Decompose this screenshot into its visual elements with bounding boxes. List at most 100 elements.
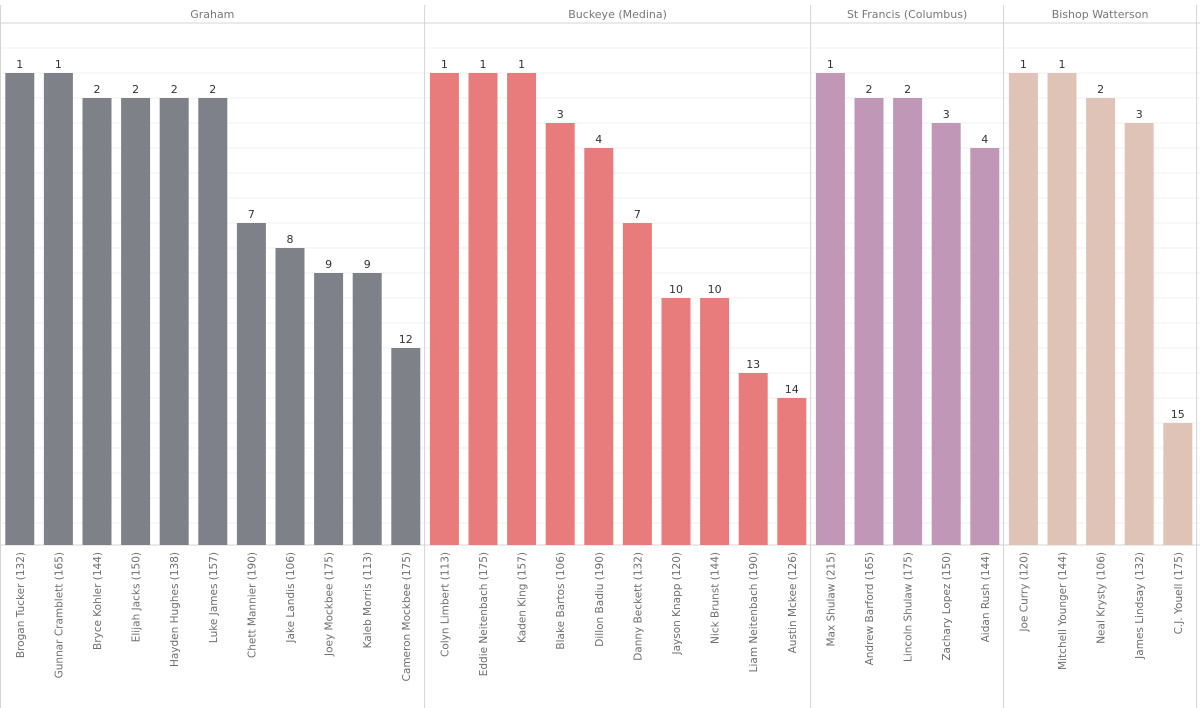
- x-tick-label: Chett Mannier (190): [246, 552, 258, 658]
- x-tick-label: Gunnar Cramblett (165): [53, 552, 65, 678]
- bar: [622, 223, 652, 545]
- x-tick-label: Nick Brunst (144): [710, 552, 722, 644]
- data-label: 2: [132, 83, 139, 96]
- x-tick-label: Max Shulaw (215): [825, 552, 837, 647]
- data-label: 1: [1020, 58, 1027, 71]
- bar: [5, 73, 35, 545]
- bar: [43, 73, 73, 545]
- x-tick-label: Cameron Mockbee (175): [401, 552, 413, 681]
- bar: [1124, 123, 1154, 545]
- data-label: 2: [94, 83, 101, 96]
- x-tick-label: Lincoln Shulaw (175): [903, 552, 915, 662]
- bar: [970, 148, 1000, 545]
- x-tick-label: Mitchell Younger (144): [1057, 552, 1069, 670]
- data-label: 14: [785, 383, 799, 396]
- data-label: 10: [708, 283, 722, 296]
- bar: [1047, 73, 1077, 545]
- data-label: 15: [1171, 408, 1185, 421]
- data-label: 2: [866, 83, 873, 96]
- bar: [352, 273, 382, 545]
- x-tick-label: Hayden Hughes (138): [169, 552, 181, 667]
- bar: [1163, 423, 1193, 545]
- x-tick-label: Luke James (157): [208, 552, 220, 643]
- bar: [82, 98, 112, 545]
- panel-header: Buckeye (Medina): [568, 8, 667, 21]
- x-tick-label: Bryce Kohler (144): [92, 552, 104, 650]
- bar: [198, 98, 228, 545]
- data-label: 3: [557, 108, 564, 121]
- x-tick-label: Kaden King (157): [517, 552, 529, 643]
- bar: [236, 223, 266, 545]
- bar: [700, 298, 730, 545]
- bar: [275, 248, 305, 545]
- bar: [1008, 73, 1038, 545]
- data-label: 1: [1059, 58, 1066, 71]
- bar: [931, 123, 961, 545]
- x-tick-label: Joey Mockbee (175): [324, 552, 336, 657]
- data-label: 13: [746, 358, 760, 371]
- data-label: 7: [634, 208, 641, 221]
- data-label: 9: [325, 258, 332, 271]
- data-label: 2: [209, 83, 216, 96]
- bar: [159, 98, 189, 545]
- x-tick-label: Zachary Lopez (150): [941, 552, 953, 661]
- panel-header: Graham: [190, 8, 234, 21]
- x-tick-label: Andrew Barford (165): [864, 552, 876, 665]
- bar: [777, 398, 807, 545]
- x-tick-label: James Lindsay (132): [1134, 552, 1146, 660]
- bar: [545, 123, 575, 545]
- x-tick-label: Kaleb Morris (113): [362, 552, 374, 648]
- bar: [429, 73, 459, 545]
- data-label: 2: [1097, 83, 1104, 96]
- data-label: 12: [399, 333, 413, 346]
- data-label: 1: [480, 58, 487, 71]
- panel-header: Bishop Watterson: [1052, 8, 1149, 21]
- x-tick-label: C.J. Youell (175): [1173, 552, 1185, 634]
- x-tick-label: Danny Beckett (132): [632, 552, 644, 661]
- x-tick-label: Dillon Badiu (190): [594, 552, 606, 647]
- data-label: 1: [16, 58, 23, 71]
- bar: [507, 73, 537, 545]
- x-tick-label: Aidan Rush (144): [980, 552, 992, 642]
- bar: [121, 98, 151, 545]
- bar: [815, 73, 845, 545]
- panel-0: Graham 1 Brogan Tucker (132) 1 Gunnar Crambl…: [5, 8, 421, 681]
- data-label: 9: [364, 258, 371, 271]
- bar: [584, 148, 614, 545]
- x-tick-label: Blake Bartos (106): [555, 552, 567, 650]
- data-label: 8: [287, 233, 294, 246]
- data-label: 1: [827, 58, 834, 71]
- bar: [314, 273, 344, 545]
- data-label: 3: [1136, 108, 1143, 121]
- x-tick-label: Colyn Limbert (113): [439, 552, 451, 657]
- data-label: 4: [981, 133, 988, 146]
- data-label: 4: [595, 133, 602, 146]
- x-tick-label: Brogan Tucker (132): [15, 552, 27, 658]
- x-tick-label: Liam Neitenbach (190): [748, 552, 760, 672]
- panel-1: Buckeye (Medina) 1 Colyn Limbert (113) 1 Edd…: [429, 8, 807, 676]
- bar: [661, 298, 691, 545]
- x-tick-label: Jayson Knapp (120): [671, 552, 683, 656]
- x-tick-label: Eddie Neitenbach (175): [478, 552, 490, 676]
- bar: [854, 98, 884, 545]
- data-label: 10: [669, 283, 683, 296]
- panel-header: St Francis (Columbus): [847, 8, 967, 21]
- data-label: 7: [248, 208, 255, 221]
- data-label: 1: [55, 58, 62, 71]
- data-label: 3: [943, 108, 950, 121]
- data-label: 1: [518, 58, 525, 71]
- data-label: 2: [904, 83, 911, 96]
- bar: [738, 373, 768, 545]
- bar: [893, 98, 923, 545]
- bar: [468, 73, 498, 545]
- x-tick-label: Austin Mckee (126): [787, 552, 799, 653]
- x-tick-label: Joe Curry (120): [1018, 552, 1030, 633]
- bar: [1086, 98, 1116, 545]
- x-tick-label: Elijah Jacks (150): [131, 552, 143, 642]
- data-label: 1: [441, 58, 448, 71]
- panel-2: St Francis (Columbus) 1 Max Shulaw (215) 2 A…: [815, 8, 1000, 665]
- x-tick-label: Jake Landis (106): [285, 552, 297, 644]
- x-tick-label: Neal Krysty (106): [1096, 552, 1108, 644]
- data-label: 2: [171, 83, 178, 96]
